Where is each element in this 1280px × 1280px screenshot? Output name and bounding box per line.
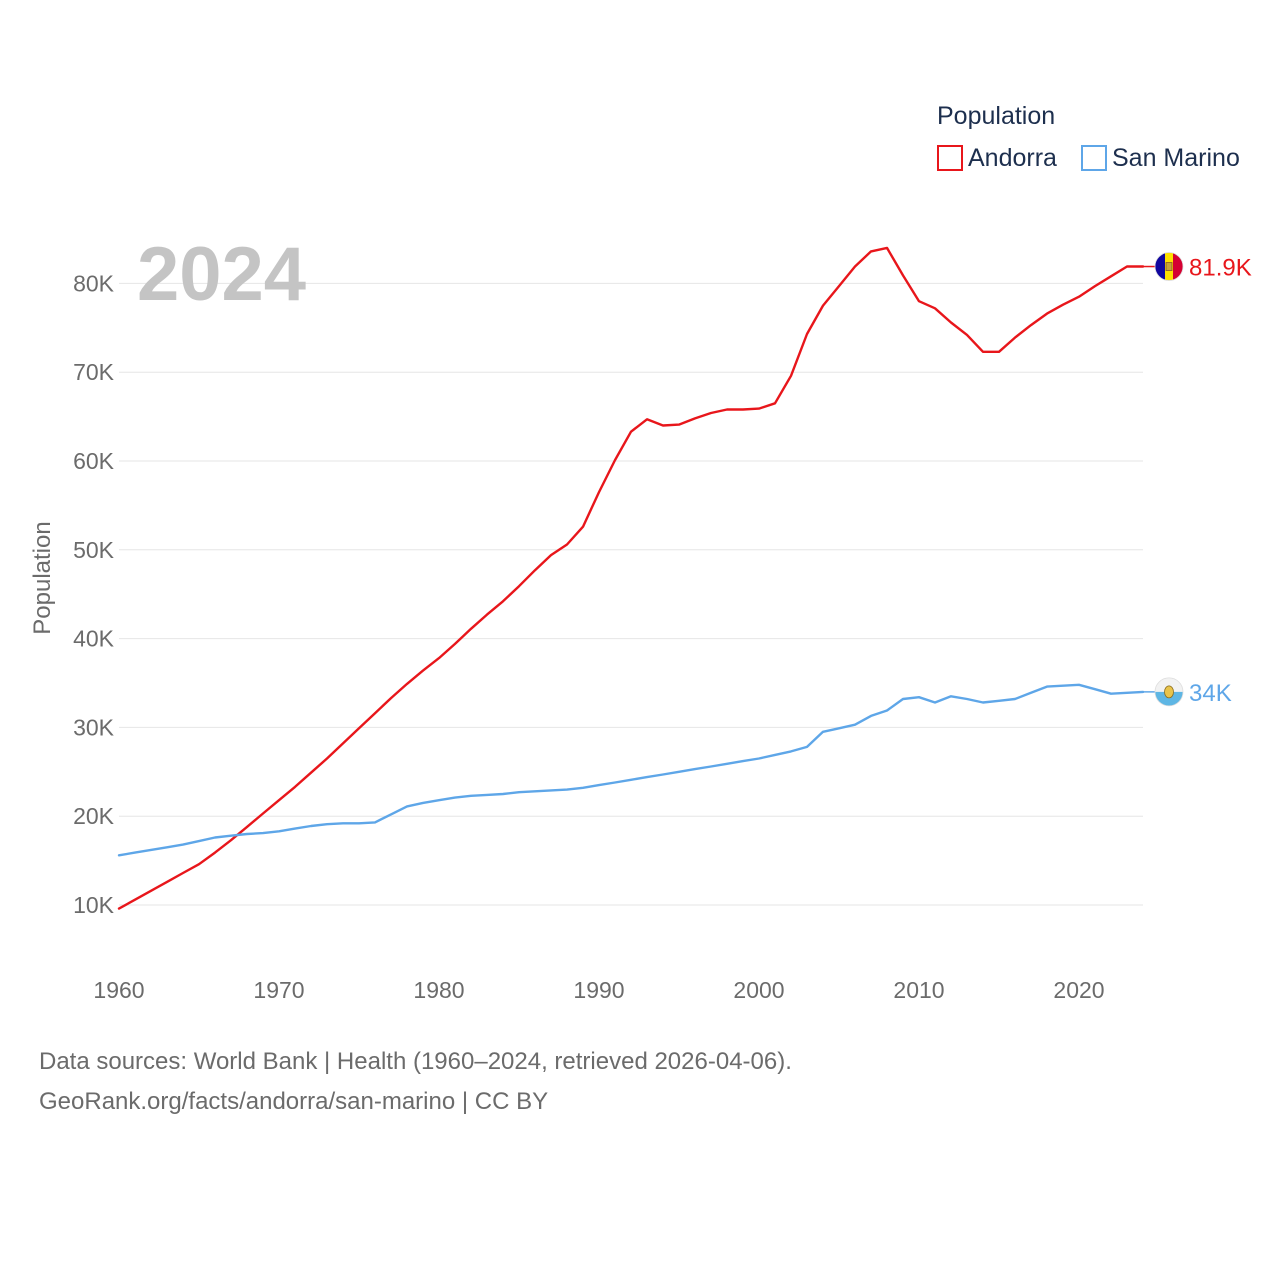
- end-value-label-andorra: 81.9K: [1189, 255, 1252, 282]
- series-line-san-marino: [117, 683, 1145, 857]
- y-tick-label: 30K: [73, 714, 115, 740]
- x-tick-label: 1960: [93, 977, 144, 1003]
- legend-title: Population: [937, 102, 1055, 130]
- end-value-label-san-marino: 34K: [1189, 680, 1232, 707]
- y-tick-label: 70K: [73, 359, 115, 385]
- andorra-flag-icon: [1154, 252, 1184, 281]
- legend-label-andorra: Andorra: [968, 144, 1057, 172]
- y-tick-label: 10K: [73, 892, 115, 918]
- footer-sources: Data sources: World Bank | Health (1960–…: [39, 1048, 792, 1075]
- legend-label-san-marino: San Marino: [1112, 144, 1240, 172]
- y-tick-label: 20K: [73, 803, 115, 829]
- footer-link[interactable]: GeoRank.org/facts/andorra/san-marino | C…: [39, 1088, 549, 1115]
- legend-swatch-san-marino: [1081, 145, 1107, 171]
- y-axis-title: Population: [29, 521, 56, 634]
- legend-swatch-andorra: [937, 145, 963, 171]
- end-markers: 81.9K 34K: [1143, 252, 1252, 707]
- legend-item-andorra[interactable]: Andorra: [937, 144, 1057, 172]
- y-tick-label: 40K: [73, 626, 115, 652]
- x-axis-ticks: 1960 1970 1980 1990 2000 2010 2020: [93, 977, 1104, 1003]
- x-tick-label: 2010: [893, 977, 944, 1003]
- y-axis-ticks: 10K 20K 30K 40K 50K 60K 70K 80K: [73, 270, 115, 918]
- san-marino-flag-icon: [1154, 677, 1184, 707]
- y-tick-label: 50K: [73, 537, 115, 563]
- series-lines: [117, 246, 1145, 910]
- y-tick-label: 80K: [73, 270, 115, 296]
- gridlines: [119, 282, 1143, 906]
- legend-item-san-marino[interactable]: San Marino: [1081, 144, 1240, 172]
- x-tick-label: 1970: [253, 977, 304, 1003]
- legend: Population Andorra San Marino: [937, 102, 1240, 172]
- x-tick-label: 1980: [413, 977, 464, 1003]
- series-line-andorra: [117, 246, 1145, 910]
- x-tick-label: 1990: [573, 977, 624, 1003]
- y-tick-label: 60K: [73, 448, 115, 474]
- x-tick-label: 2000: [733, 977, 784, 1003]
- year-label: 2024: [137, 232, 306, 317]
- line-chart: 10K 20K 30K 40K 50K 60K 70K 80K 1960 1970 1980 199…: [29, 102, 1252, 1003]
- x-tick-label: 2020: [1053, 977, 1104, 1003]
- footer: Data sources: World Bank | Health (1960–…: [39, 1042, 792, 1122]
